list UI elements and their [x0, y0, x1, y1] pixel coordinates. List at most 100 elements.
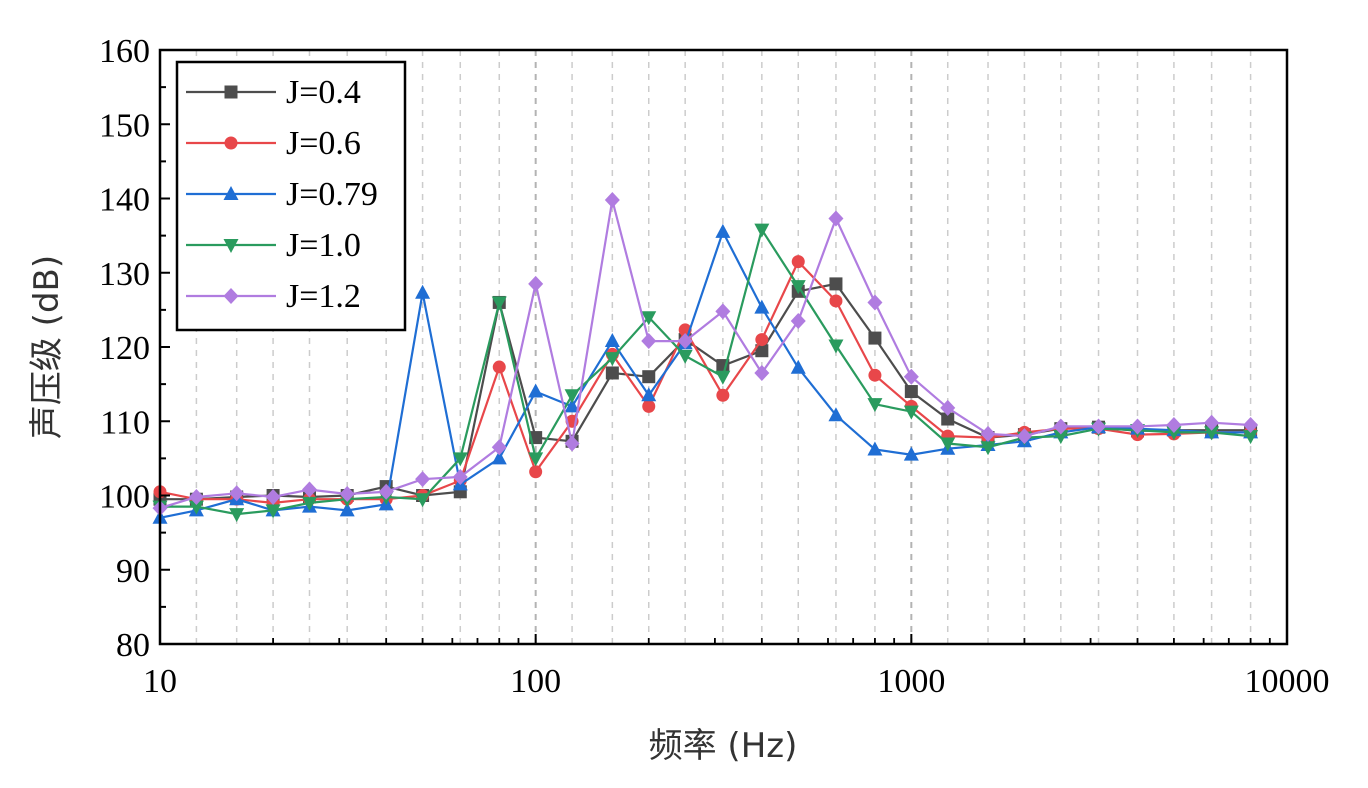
marker-triangle-up	[867, 441, 883, 456]
marker-diamond	[604, 191, 620, 208]
legend-box	[175, 60, 407, 332]
marker-diamond	[867, 294, 883, 311]
marker-square	[904, 385, 918, 399]
marker-triangle-down	[1243, 430, 1259, 445]
legend-entry: J=1.2	[186, 278, 361, 315]
legend: J=0.4 J=0.6 J=0.79 J=1.0 J=1.2	[175, 60, 407, 332]
marker-triangle-up	[528, 383, 544, 398]
marker-diamond	[223, 288, 239, 304]
y-tick-label: 110	[100, 404, 150, 441]
marker-diamond	[1091, 418, 1107, 435]
marker-diamond	[1053, 418, 1069, 435]
grid-lines	[195, 50, 1252, 644]
marker-triangle-down	[790, 280, 806, 295]
marker-diamond	[415, 471, 431, 488]
marker-triangle-down	[903, 405, 919, 420]
marker-triangle-down	[828, 339, 844, 354]
series-line	[160, 227, 1251, 516]
x-tick-label: 10000	[1245, 663, 1330, 700]
marker-triangle-down	[715, 370, 731, 385]
marker-diamond	[301, 481, 317, 498]
marker-diamond	[828, 210, 844, 227]
legend-entry: J=0.4	[186, 74, 361, 111]
marker-diamond	[715, 303, 731, 320]
legend-label: J=0.79	[286, 176, 378, 213]
y-tick-label: 130	[99, 256, 150, 293]
marker-triangle-down	[265, 504, 281, 519]
marker-diamond	[1166, 416, 1182, 433]
series-layer	[152, 191, 1259, 524]
marker-triangle-down	[940, 437, 956, 452]
marker-diamond	[1130, 418, 1146, 435]
legend-label: J=1.2	[286, 278, 361, 315]
marker-diamond	[754, 364, 770, 381]
y-tick-label: 80	[116, 627, 150, 664]
marker-triangle-down	[301, 496, 317, 511]
marker-triangle-down	[754, 223, 770, 238]
marker-diamond	[188, 488, 204, 505]
marker-diamond	[491, 439, 507, 456]
marker-diamond	[980, 425, 996, 442]
marker-triangle-down	[229, 508, 245, 523]
marker-triangle-up	[415, 284, 431, 299]
marker-circle	[829, 294, 843, 308]
marker-triangle-up	[641, 387, 657, 402]
marker-circle	[755, 333, 769, 347]
marker-triangle-down	[1204, 426, 1220, 441]
marker-circle	[529, 465, 543, 479]
marker-triangle-up	[604, 333, 620, 348]
marker-triangle-down	[1166, 426, 1182, 441]
axis-ticks: 80 90 100 110 120 130 140 150 160 10 100 1000 10000	[99, 33, 1330, 700]
marker-diamond	[339, 486, 355, 503]
marker-triangle-up	[491, 450, 507, 465]
marker-square	[829, 277, 843, 291]
marker-triangle-down	[980, 441, 996, 456]
marker-triangle-up	[564, 398, 580, 413]
legend-entry: J=0.79	[186, 176, 378, 213]
x-tick-label: 10	[143, 663, 177, 700]
marker-diamond	[903, 368, 919, 385]
marker-triangle-down	[188, 500, 204, 515]
marker-triangle-up	[790, 359, 806, 374]
marker-diamond	[564, 435, 580, 452]
marker-circle	[492, 360, 506, 374]
marker-square	[605, 366, 619, 380]
y-tick-label: 140	[99, 182, 150, 219]
marker-diamond	[1016, 428, 1032, 445]
marker-diamond	[378, 483, 394, 500]
marker-triangle-down	[491, 296, 507, 311]
marker-diamond	[528, 275, 544, 292]
marker-square	[642, 370, 656, 384]
marker-diamond	[790, 313, 806, 330]
marker-diamond	[940, 399, 956, 416]
legend-label: J=0.4	[286, 74, 361, 111]
marker-triangle-up	[754, 299, 770, 314]
marker-diamond	[1204, 414, 1220, 431]
marker-diamond	[1243, 416, 1259, 433]
marker-triangle-down	[452, 452, 468, 467]
marker-triangle-up	[223, 186, 239, 200]
marker-circle	[224, 136, 238, 150]
legend-entry: J=0.6	[186, 125, 361, 162]
marker-triangle-up	[339, 502, 355, 517]
series-4	[152, 191, 1259, 517]
legend-label: J=1.0	[286, 227, 361, 264]
marker-triangle-down	[528, 452, 544, 467]
legend-label: J=0.6	[286, 125, 361, 162]
marker-triangle-down	[604, 352, 620, 367]
marker-diamond	[641, 333, 657, 350]
marker-triangle-down	[677, 349, 693, 364]
y-axis-title: 声压级 (dB)	[27, 255, 67, 439]
marker-circle	[716, 388, 730, 402]
legend-entry: J=1.0	[186, 227, 361, 264]
marker-circle	[868, 368, 882, 382]
series-3	[152, 223, 1259, 523]
marker-diamond	[452, 468, 468, 485]
marker-triangle-up	[828, 407, 844, 422]
y-tick-label: 150	[99, 107, 150, 144]
y-tick-label: 90	[116, 553, 150, 590]
marker-triangle-down	[641, 311, 657, 326]
x-axis-title: 频率 (Hz)	[649, 726, 798, 766]
marker-diamond	[229, 485, 245, 502]
x-tick-label: 1000	[877, 663, 945, 700]
